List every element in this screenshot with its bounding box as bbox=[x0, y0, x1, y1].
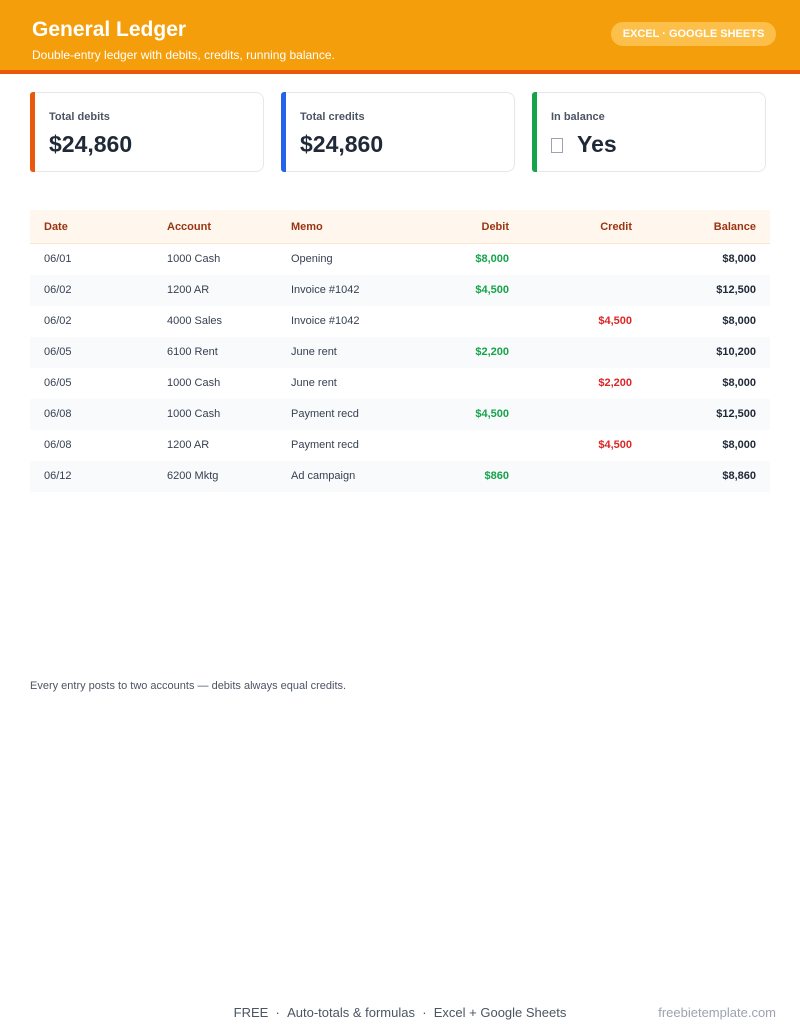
card-accent bbox=[532, 92, 537, 172]
footer-item: Auto-totals & formulas bbox=[287, 1005, 415, 1020]
cell: 1000 Cash bbox=[167, 408, 221, 420]
cell: June rent bbox=[291, 377, 337, 389]
title: General Ledger bbox=[32, 18, 187, 41]
card-label: In balance bbox=[551, 111, 605, 123]
cell: 6200 Mktg bbox=[167, 470, 219, 482]
cell: $8,860 bbox=[722, 470, 756, 482]
cell: $2,200 bbox=[598, 377, 632, 389]
cell: 1000 Cash bbox=[167, 377, 221, 389]
row-bg bbox=[30, 461, 770, 492]
separator: · bbox=[414, 1005, 434, 1020]
column-header: Account bbox=[167, 221, 211, 233]
cell: Payment recd bbox=[291, 439, 359, 451]
badge: EXCEL · GOOGLE SHEETS bbox=[611, 22, 776, 46]
cell: 06/01 bbox=[44, 253, 72, 265]
cell: 06/02 bbox=[44, 315, 72, 327]
column-header: Memo bbox=[291, 221, 323, 233]
cell: June rent bbox=[291, 346, 337, 358]
cell: 1000 Cash bbox=[167, 253, 221, 265]
cell: 4000 Sales bbox=[167, 315, 223, 327]
row-bg bbox=[30, 399, 770, 430]
cell: $2,200 bbox=[475, 346, 509, 358]
column-header: Date bbox=[44, 221, 68, 233]
row-bg bbox=[30, 337, 770, 368]
cell: Invoice #1042 bbox=[291, 284, 360, 296]
card: Total credits $24,860 bbox=[281, 92, 515, 172]
cell: $8,000 bbox=[722, 315, 756, 327]
cell: $8,000 bbox=[475, 253, 509, 265]
card-value: Yes bbox=[577, 131, 617, 157]
card-accent bbox=[30, 92, 35, 172]
separator: · bbox=[268, 1005, 288, 1020]
card-value: $24,860 bbox=[49, 131, 133, 157]
cell: Payment recd bbox=[291, 408, 359, 420]
cell: 1200 AR bbox=[167, 284, 210, 296]
cell: 06/05 bbox=[44, 377, 72, 389]
footer: FREE · Auto-totals & formulas · Excel + … bbox=[0, 1005, 800, 1020]
column-header: Credit bbox=[600, 221, 632, 233]
cell: $10,200 bbox=[716, 346, 756, 358]
cell: $8,000 bbox=[722, 377, 756, 389]
row-bg bbox=[30, 275, 770, 306]
cell: Ad campaign bbox=[291, 470, 356, 482]
cell: $4,500 bbox=[475, 284, 509, 296]
cell: 06/12 bbox=[44, 470, 72, 482]
cell: $12,500 bbox=[716, 284, 756, 296]
card: Total debits $24,860 bbox=[30, 92, 264, 172]
cell: $4,500 bbox=[475, 408, 509, 420]
cell: 06/08 bbox=[44, 439, 72, 451]
cell: 06/02 bbox=[44, 284, 72, 296]
cell: Opening bbox=[291, 253, 333, 265]
cell: $4,500 bbox=[598, 315, 632, 327]
column-header: Debit bbox=[481, 221, 510, 233]
card-label: Total debits bbox=[49, 111, 110, 123]
check-icon bbox=[551, 138, 563, 153]
row-bg bbox=[30, 430, 770, 461]
header-row bbox=[30, 210, 770, 244]
cell: $12,500 bbox=[716, 408, 756, 420]
subtitle: Double-entry ledger with debits, credits… bbox=[32, 48, 335, 62]
card-value: $24,860 bbox=[300, 131, 384, 157]
site: freebietemplate.com bbox=[658, 1005, 776, 1020]
note: Every entry posts to two accounts — debi… bbox=[30, 680, 347, 692]
card-accent bbox=[281, 92, 286, 172]
cell: 06/05 bbox=[44, 346, 72, 358]
cell: $4,500 bbox=[598, 439, 632, 451]
cell: Invoice #1042 bbox=[291, 315, 360, 327]
row-bg bbox=[30, 368, 770, 399]
cell: 1200 AR bbox=[167, 439, 210, 451]
footer-item: FREE bbox=[233, 1005, 269, 1020]
header: General Ledger Double-entry ledger with … bbox=[0, 0, 800, 74]
cell: 06/08 bbox=[44, 408, 72, 420]
cell: 6100 Rent bbox=[167, 346, 218, 358]
cell: $8,000 bbox=[722, 439, 756, 451]
footer-item: Excel + Google Sheets bbox=[433, 1005, 567, 1020]
card-label: Total credits bbox=[300, 111, 365, 123]
column-header: Balance bbox=[713, 221, 756, 233]
row-bg bbox=[30, 306, 770, 337]
cell: $860 bbox=[484, 470, 509, 482]
row-bg bbox=[30, 244, 770, 275]
cell: $8,000 bbox=[722, 253, 756, 265]
ledger-table: Date Account Memo Debit Credit Balance 06/01 10… bbox=[30, 210, 770, 493]
card: In balance Yes bbox=[532, 92, 766, 172]
